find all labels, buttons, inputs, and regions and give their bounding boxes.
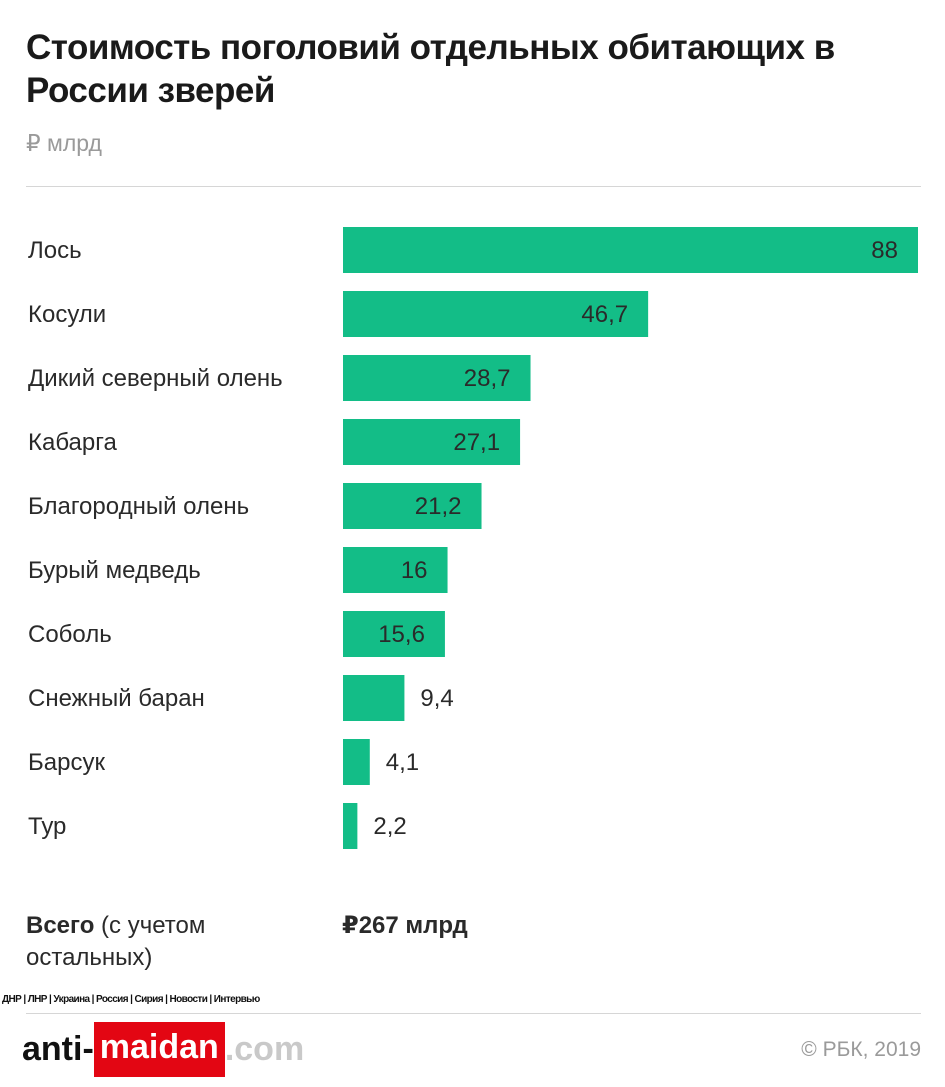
value-label: 4,1	[386, 749, 419, 776]
bar	[343, 547, 448, 593]
watermark-logo: anti-maidan .com	[22, 1022, 304, 1082]
category-label: Снежный баран	[28, 685, 205, 712]
value-label: 88	[871, 237, 898, 264]
bar	[343, 355, 531, 401]
chart-title: Стоимость поголовий отдельных обитающих …	[26, 28, 835, 110]
watermark-part3: .com	[224, 1030, 305, 1068]
category-label: Благородный олень	[28, 493, 249, 520]
unit-label: ₽ млрд	[26, 130, 102, 156]
category-label: Дикий северный олень	[28, 365, 283, 392]
value-label: 28,7	[464, 365, 511, 392]
bar	[343, 675, 405, 721]
top-divider	[26, 186, 921, 187]
bar	[343, 291, 649, 337]
category-label: Косули	[28, 301, 106, 328]
bar	[343, 227, 918, 273]
watermark-part1: anti-	[22, 1030, 94, 1068]
value-label: 46,7	[581, 301, 628, 328]
total-label-bold: Всего	[26, 912, 95, 939]
copyright-credit: © РБК, 2019	[801, 1038, 921, 1061]
bar-chart: Лось 88 Косули 46,7 Дикий северный олень 28,7…	[28, 227, 918, 849]
watermark-part2: maidan	[93, 1022, 225, 1077]
value-label: 27,1	[453, 429, 500, 456]
value-label: 2,2	[373, 813, 406, 840]
total-label: Всего (с учетом остальных)	[26, 910, 286, 974]
value-label: 21,2	[415, 493, 462, 520]
value-label: 16	[401, 557, 428, 584]
category-label: Тур	[28, 813, 66, 840]
value-label: 9,4	[420, 685, 453, 712]
value-label: 15,6	[378, 621, 425, 648]
category-label: Кабарга	[28, 429, 117, 456]
total-value: ₽267 млрд	[342, 912, 468, 939]
category-label: Лось	[28, 237, 82, 264]
bar	[343, 483, 482, 529]
bar	[343, 611, 445, 657]
site-nav[interactable]: ДНР | ЛНР | Украина | Россия | Сирия | Н…	[2, 994, 260, 1005]
bar	[343, 419, 521, 465]
bar	[343, 739, 370, 785]
total-label-rest: (с учетом остальных)	[26, 912, 206, 971]
bottom-divider	[26, 1013, 921, 1014]
category-label: Барсук	[28, 749, 105, 776]
category-label: Бурый медведь	[28, 557, 201, 584]
bar	[343, 803, 358, 849]
category-label: Соболь	[28, 621, 112, 648]
